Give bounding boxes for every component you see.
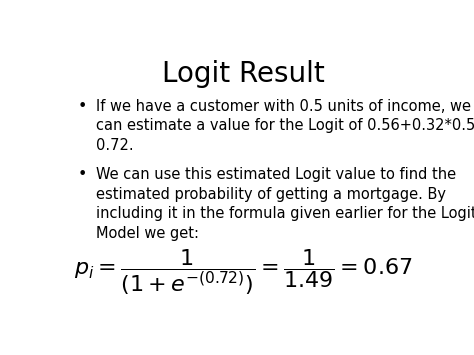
Text: estimated probability of getting a mortgage. By: estimated probability of getting a mortg… [96, 187, 446, 202]
Text: Model we get:: Model we get: [96, 226, 199, 241]
Text: Logit Result: Logit Result [162, 60, 324, 88]
Text: including it in the formula given earlier for the Logit: including it in the formula given earlie… [96, 206, 474, 221]
Text: can estimate a value for the Logit of 0.56+0.32*0.5 =: can estimate a value for the Logit of 0.… [96, 118, 474, 133]
Text: $p_i = \dfrac{1}{(1+e^{-(0.72)})} = \dfrac{1}{1.49} = 0.67$: $p_i = \dfrac{1}{(1+e^{-(0.72)})} = \dfr… [73, 247, 412, 297]
Text: If we have a customer with 0.5 units of income, we: If we have a customer with 0.5 units of … [96, 99, 471, 114]
Text: •: • [78, 99, 87, 114]
Text: •: • [78, 167, 87, 182]
Text: We can use this estimated Logit value to find the: We can use this estimated Logit value to… [96, 167, 456, 182]
Text: 0.72.: 0.72. [96, 138, 134, 153]
